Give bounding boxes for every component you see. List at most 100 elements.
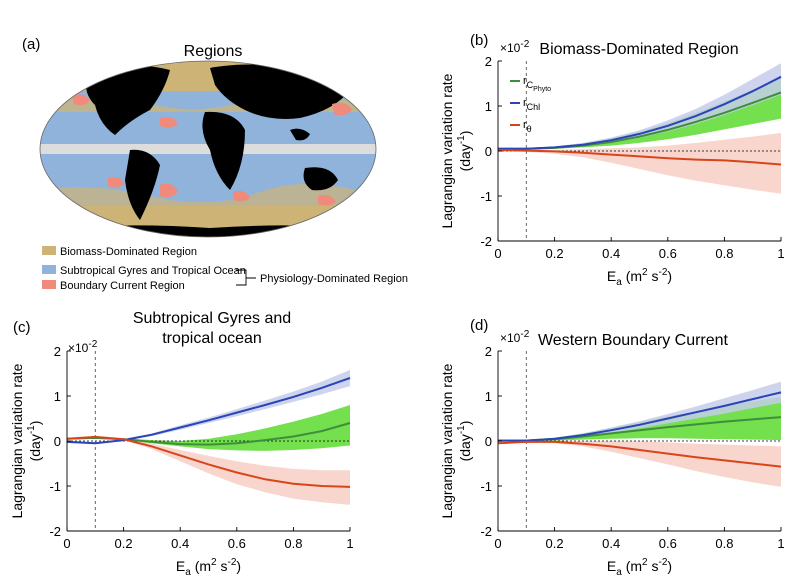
y-tick-label-d-3: 1 [485, 389, 492, 404]
y-tick-label-c-4: 2 [54, 344, 61, 359]
y-tick-label-c-2: 0 [54, 434, 61, 449]
x-tick-label-b-3: 0.6 [659, 246, 677, 261]
y-tick-label-c-0: -2 [49, 524, 61, 539]
line-d-blue [498, 391, 782, 442]
line-b-red [497, 149, 782, 166]
continent-north-america [86, 65, 170, 135]
y-tick-label-b-3: 1 [485, 99, 492, 114]
legend-swatch-boundary [42, 280, 56, 289]
panel-title-c: Subtropical Gyres and [133, 310, 291, 327]
chart-c: 0 0.2 0.4 0.6 0.8 1 -2 -1 0 1 2 Ea (m2 s-2) Lagrangi… [9, 310, 354, 578]
legend-swatch-gyres [42, 265, 56, 274]
x-tick-label-b-4: 0.8 [715, 246, 733, 261]
y-tick-label-c-1: -1 [49, 479, 61, 494]
boundary-region-5 [233, 190, 250, 202]
y-tick-label-b-1: -1 [480, 189, 492, 204]
x-tick-label-d-2: 0.4 [602, 536, 620, 551]
y-tick-label-b-4: 2 [485, 54, 492, 69]
x-tick-label-c-0: 0 [63, 536, 70, 551]
y-tick-label-d-0: -2 [480, 524, 492, 539]
boundary-region-2 [160, 116, 178, 128]
x-tick-label-b-5: 1 [777, 246, 784, 261]
y-axis-label-d: Lagrangian variation rate [439, 363, 455, 518]
biomass-south-patches [40, 183, 376, 210]
globe-outline [39, 60, 377, 238]
x-tick-label-c-1: 0.2 [115, 536, 133, 551]
chart-d: 0 0.2 0.4 0.6 0.8 1 -2 -1 0 1 2 Ea (m2 s-2) Lagrangi… [439, 317, 785, 578]
multiplier-b: ×10-2 [500, 39, 530, 55]
band-c-red [67, 436, 350, 505]
band-c-green [67, 405, 350, 451]
band-b-green [498, 78, 781, 150]
maritime-continent [290, 128, 310, 141]
map-panel: (a) Regions [22, 36, 408, 292]
chart-b: 0 0.2 0.4 0.6 0.8 1 -2 -1 0 1 2 Ea (m2 s-2) Lagrangi… [439, 32, 785, 288]
multiplier-c: ×10-2 [68, 339, 98, 355]
x-axis-label-b: Ea (m2 s-2) [607, 267, 672, 288]
y-axis-label-c: Lagrangian variation rate [9, 363, 25, 518]
x-tick-label-d-1: 0.2 [546, 536, 564, 551]
y-tick-label-b-2: 0 [485, 144, 492, 159]
world-map [40, 61, 376, 237]
legend-group-bracket [236, 269, 256, 286]
equatorial-band [40, 144, 376, 154]
x-axis-label-d: Ea (m2 s-2) [607, 557, 672, 578]
legend-group-label: Physiology-Dominated Region [260, 273, 408, 285]
legend-label-gyres: Subtropical Gyres and Tropical Ocean [60, 265, 246, 277]
x-tick-label-b-2: 0.4 [602, 246, 620, 261]
panel-letter-c: (c) [13, 319, 31, 336]
legend-label-boundary: Boundary Current Region [60, 280, 185, 292]
band-d-red [498, 440, 781, 487]
x-tick-label-b-0: 0 [494, 246, 501, 261]
panel-title2-c: tropical ocean [162, 330, 262, 347]
x-tick-label-d-3: 0.6 [659, 536, 677, 551]
legend-label-biomass: Biomass-Dominated Region [60, 246, 197, 258]
map-panel-letter: (a) [22, 36, 40, 53]
panel-title-b: Biomass-Dominated Region [539, 41, 738, 58]
x-tick-label-d-4: 0.8 [715, 536, 733, 551]
x-tick-label-c-2: 0.4 [171, 536, 189, 551]
legend-swatch-biomass [42, 246, 56, 255]
x-axis-label-c: Ea (m2 s-2) [176, 557, 241, 578]
continent-africa [202, 111, 245, 190]
y-axis-label-b: Lagrangian variation rate [439, 73, 455, 228]
x-tick-label-d-0: 0 [494, 536, 501, 551]
map-title: Regions [184, 43, 243, 60]
x-tick-label-d-5: 1 [777, 536, 784, 551]
legend-label-b-green: rCPhyto [523, 75, 551, 93]
charts-group: 0 0.2 0.4 0.6 0.8 1 -2 -1 0 1 2 Ea (m2 s-2) Lagrangi… [9, 32, 785, 578]
boundary-region-7 [108, 176, 124, 188]
y-axis-unit-c: (day-1) [26, 421, 43, 462]
multiplier-d: ×10-2 [500, 329, 530, 345]
y-tick-label-c-3: 1 [54, 389, 61, 404]
y-tick-label-d-2: 0 [485, 434, 492, 449]
boundary-region-3 [332, 102, 352, 116]
line-d-red [497, 440, 782, 468]
band-d-blue [498, 381, 781, 441]
band-b-blue [498, 63, 781, 150]
y-axis-unit-b: (day-1) [456, 131, 473, 172]
boundary-region-6 [318, 194, 336, 206]
x-tick-label-c-5: 1 [346, 536, 353, 551]
band-d-green [498, 396, 781, 441]
band-b-red [498, 133, 781, 194]
y-axis-unit-d: (day-1) [456, 421, 473, 462]
boundary-region-1 [72, 94, 90, 106]
line-c-blue [66, 377, 351, 445]
y-tick-label-b-0: -2 [480, 234, 492, 249]
panel-title-d: Western Boundary Current [538, 332, 729, 349]
panel-letter-b: (b) [470, 32, 488, 49]
x-tick-label-b-1: 0.2 [546, 246, 564, 261]
y-tick-label-d-4: 2 [485, 344, 492, 359]
x-tick-label-c-3: 0.6 [228, 536, 246, 551]
continent-australia [303, 167, 338, 191]
line-c-red [66, 435, 351, 488]
boundary-region-4 [160, 183, 178, 198]
panel-letter-d: (d) [470, 317, 488, 334]
legend-label-b-red: rθ [523, 119, 532, 134]
x-tick-label-c-4: 0.8 [284, 536, 302, 551]
continent-south-america [125, 149, 160, 220]
line-b-blue [498, 75, 782, 150]
legend-label-b-blue: rChl [523, 97, 540, 112]
